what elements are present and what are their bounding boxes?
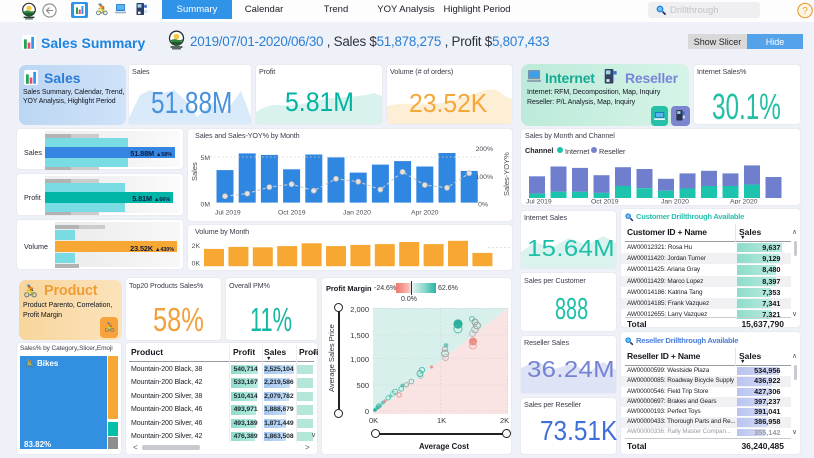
svg-text:0K: 0K — [192, 261, 201, 268]
svg-text:Apr 2020: Apr 2020 — [411, 210, 439, 217]
svg-text:Jul 2019: Jul 2019 — [526, 199, 552, 205]
svg-text:Jul 2019: Jul 2019 — [215, 210, 241, 217]
svg-text:Jan 2020: Jan 2020 — [661, 199, 689, 205]
svg-text:Oct 2019: Oct 2019 — [591, 199, 619, 205]
svg-text:Jan 2020: Jan 2020 — [343, 210, 371, 217]
svg-text:200%: 200% — [476, 146, 493, 153]
svg-text:Apr 2020: Apr 2020 — [730, 199, 758, 205]
svg-text:5M: 5M — [201, 155, 211, 162]
svg-text:0%: 0% — [478, 202, 488, 209]
svg-text:0M: 0M — [201, 202, 211, 209]
svg-text:?: ? — [802, 6, 808, 17]
svg-text:100%: 100% — [476, 174, 493, 181]
svg-text:2K: 2K — [192, 243, 201, 250]
svg-text:Oct 2019: Oct 2019 — [278, 210, 306, 217]
